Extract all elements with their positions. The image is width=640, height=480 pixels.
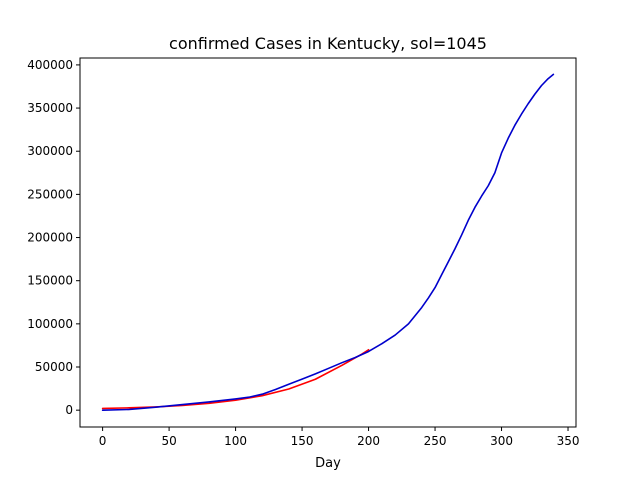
- y-tick-label: 250000: [27, 187, 73, 201]
- y-tick-label: 400000: [27, 58, 73, 72]
- series-line-2: [101, 73, 555, 411]
- chart-title: confirmed Cases in Kentucky, sol=1045: [169, 34, 487, 53]
- x-axis-label: Day: [315, 456, 341, 471]
- y-tick-label: 50000: [35, 360, 73, 374]
- y-tick-label: 100000: [27, 317, 73, 331]
- x-tick-label: 100: [224, 434, 247, 448]
- y-tick-label: 0: [65, 403, 73, 417]
- plot-frame: [79, 57, 577, 428]
- y-tick-label: 350000: [27, 101, 73, 115]
- series-layer: [101, 73, 555, 411]
- x-tick-label: 0: [99, 434, 107, 448]
- x-axis-ticks: 0 50 100 150 200 250 300 350: [99, 427, 580, 448]
- x-tick-label: 300: [490, 434, 513, 448]
- x-tick-label: 150: [291, 434, 314, 448]
- x-tick-label: 50: [161, 434, 176, 448]
- y-tick-label: 200000: [27, 231, 73, 245]
- y-tick-label: 300000: [27, 144, 73, 158]
- y-axis-ticks: 0 50000 100000 150000 200000 250000 300000 3500…: [27, 58, 80, 417]
- x-tick-label: 250: [424, 434, 447, 448]
- x-tick-label: 350: [557, 434, 580, 448]
- y-tick-label: 150000: [27, 274, 73, 288]
- x-tick-label: 200: [357, 434, 380, 448]
